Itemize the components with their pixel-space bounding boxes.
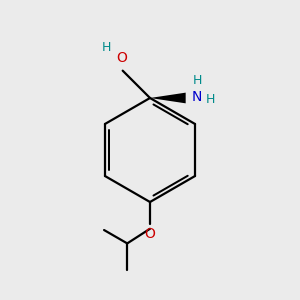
Text: O: O [116,51,127,65]
Text: O: O [145,227,155,241]
Text: H: H [102,41,111,54]
Text: H: H [206,93,215,106]
Text: N: N [192,89,202,103]
Polygon shape [150,93,186,103]
Text: H: H [193,74,202,87]
